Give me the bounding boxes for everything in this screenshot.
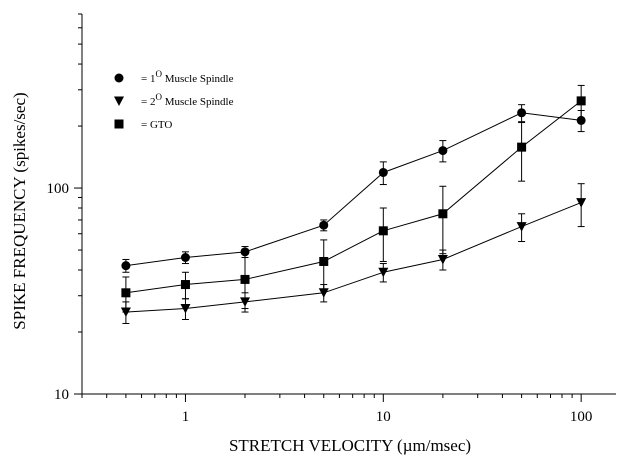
data-point [319, 256, 329, 266]
legend-label: = GTO [141, 119, 172, 131]
data-point [438, 146, 448, 156]
y-tick-label: 10 [54, 387, 69, 403]
series-group [120, 84, 587, 324]
data-point [180, 280, 190, 290]
data-point [437, 254, 448, 265]
data-point [180, 253, 190, 263]
legend-label: = 1O Muscle Spindle [141, 69, 234, 85]
data-point [516, 222, 527, 232]
x-tick-label: 10 [376, 409, 391, 425]
data-point [378, 267, 389, 278]
legend-marker [114, 73, 124, 83]
data-point [240, 274, 250, 284]
data-point [121, 261, 131, 271]
legend-marker [114, 119, 124, 129]
series-line [125, 112, 582, 267]
legend: = 1O Muscle Spindle = 2O Muscle Spindle = … [114, 69, 234, 131]
data-point [180, 304, 191, 314]
y-tick-label: 100 [47, 181, 70, 197]
y-axis-title: SPIKE FREQUENCY (spikes/sec) [10, 92, 29, 329]
ticks: 1 10 100 10 100 [47, 13, 593, 425]
series-2 [120, 183, 587, 324]
data-point [319, 220, 329, 230]
legend-label: = 2O Muscle Spindle [141, 92, 234, 108]
data-point [121, 288, 131, 298]
series-line [125, 202, 582, 313]
series-line [125, 100, 582, 294]
data-point [240, 247, 250, 257]
x-tick-label: 100 [570, 409, 593, 425]
data-point [517, 108, 527, 118]
data-point [378, 226, 388, 236]
series-1 [121, 104, 586, 273]
data-point [576, 96, 586, 106]
legend-marker [114, 96, 124, 106]
x-tick-label: 1 [182, 409, 190, 425]
data-point [517, 142, 527, 152]
x-axis-title: STRETCH VELOCITY (µm/msec) [229, 436, 471, 455]
series-3 [121, 84, 586, 313]
data-point [318, 288, 329, 298]
axes [81, 14, 616, 395]
data-point [576, 115, 586, 125]
data-point [438, 209, 448, 219]
data-point [378, 167, 388, 177]
data-point [576, 198, 587, 208]
